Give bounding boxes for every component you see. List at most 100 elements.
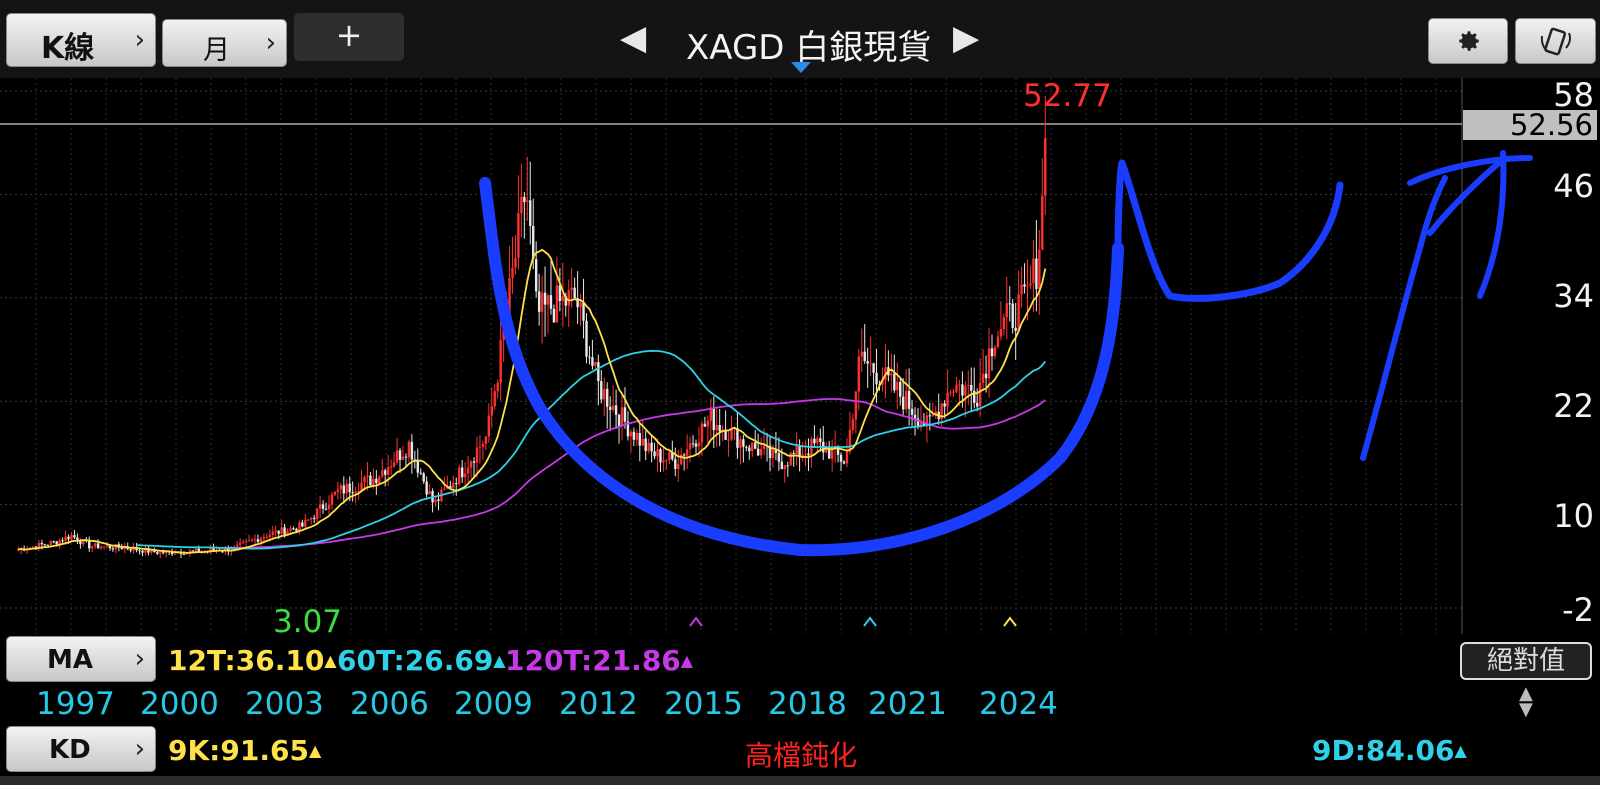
candle [292, 526, 295, 531]
absolute-value-label: 絕對值 [1486, 646, 1565, 676]
candle-body [523, 196, 526, 203]
candle-body [265, 536, 269, 538]
candle [561, 262, 565, 328]
candle-body [893, 373, 896, 391]
candle [656, 438, 659, 472]
candle [907, 368, 911, 426]
candle-body [635, 432, 639, 440]
k-text: 9K:91.65 [168, 734, 309, 767]
candle-body [981, 373, 985, 383]
candle-body [280, 527, 283, 534]
candle-body [768, 445, 772, 458]
symbol-title[interactable]: XAGD 白銀現貨 [686, 28, 932, 68]
candle-body [262, 537, 266, 539]
candle [659, 447, 662, 473]
settings-button[interactable] [1428, 18, 1508, 64]
candle-body [680, 454, 683, 465]
candle [884, 343, 887, 399]
candle-body [712, 408, 715, 431]
price-chart-canvas[interactable] [0, 78, 1600, 634]
candle-body [496, 382, 499, 392]
candle-body [96, 543, 100, 549]
candle [913, 407, 917, 436]
candle-body [700, 423, 704, 443]
candle-body [345, 483, 348, 494]
candle [567, 279, 570, 327]
candle [970, 367, 973, 411]
candle-body [318, 504, 322, 509]
candle [487, 403, 491, 443]
candle [650, 434, 653, 463]
candle [330, 491, 334, 510]
candle-body [993, 347, 997, 357]
candle [934, 405, 937, 419]
candle-body [588, 356, 591, 358]
candle [520, 163, 523, 238]
candle-body [170, 551, 174, 555]
ma-indicator-button[interactable]: MA › [6, 636, 156, 682]
kd-indicator-button[interactable]: KD › [6, 726, 156, 772]
candle-body [141, 550, 144, 553]
candle-body [150, 549, 153, 553]
candle [644, 431, 647, 461]
candle-body [774, 448, 778, 454]
candle [901, 378, 905, 416]
candle [141, 549, 144, 557]
candle [688, 436, 692, 463]
dropdown-caret-icon[interactable] [791, 62, 811, 73]
candle [786, 461, 789, 477]
year-label: 2012 [559, 686, 638, 722]
candle [384, 468, 387, 487]
candle-body [901, 396, 905, 410]
year-label: 1997 [36, 686, 115, 722]
candle-body [961, 384, 964, 396]
candle-body [389, 466, 393, 468]
candle-body [537, 291, 541, 312]
candle [597, 354, 600, 406]
candle [312, 514, 316, 524]
add-chart-button[interactable]: + [294, 13, 404, 61]
candle [1044, 95, 1047, 216]
candle-body [238, 542, 242, 545]
candle [975, 388, 979, 412]
y-axis-label: 34 [1553, 277, 1594, 315]
signal-marker [1003, 616, 1017, 627]
candle-body [591, 357, 594, 366]
candle [958, 379, 961, 406]
candle-body [31, 546, 35, 548]
period-label: 月 [203, 35, 230, 66]
candle-body [321, 504, 325, 509]
candle-body [934, 411, 937, 416]
candle-body [61, 540, 64, 542]
candle [813, 425, 816, 448]
candle-body [904, 390, 908, 410]
scroll-updown-icon[interactable]: ▲ ▼ [1519, 683, 1533, 720]
year-label: 2006 [350, 686, 429, 722]
candle [1041, 158, 1044, 251]
candle [603, 377, 606, 417]
candle-body [460, 467, 464, 478]
rotate-screen-button[interactable] [1515, 18, 1596, 64]
trend-up-icon: ▲ [680, 651, 694, 670]
candle-body [848, 429, 852, 452]
price-chart[interactable]: 58 46 34 22 10 -2 [0, 76, 1600, 634]
next-symbol-arrow-icon[interactable]: ▶ [953, 18, 980, 58]
candle [576, 271, 579, 324]
candle-body [295, 528, 298, 532]
candle-body [819, 438, 822, 442]
chart-type-button[interactable]: K線 › [6, 13, 156, 67]
candle-body [475, 447, 479, 463]
candle [422, 471, 425, 484]
year-label: 2003 [245, 686, 324, 722]
absolute-value-button[interactable]: 絕對值 [1460, 642, 1592, 680]
candle-body [247, 540, 251, 542]
period-button[interactable]: 月 › [162, 19, 287, 67]
candle [244, 539, 248, 548]
candle [721, 425, 724, 442]
candle-body [780, 461, 784, 470]
prev-symbol-arrow-icon[interactable]: ◀ [620, 18, 647, 58]
candle [1008, 286, 1011, 322]
candle-body [381, 470, 384, 477]
d-value: 9D:84.06▲ [1312, 734, 1467, 767]
candle-body [534, 259, 538, 292]
